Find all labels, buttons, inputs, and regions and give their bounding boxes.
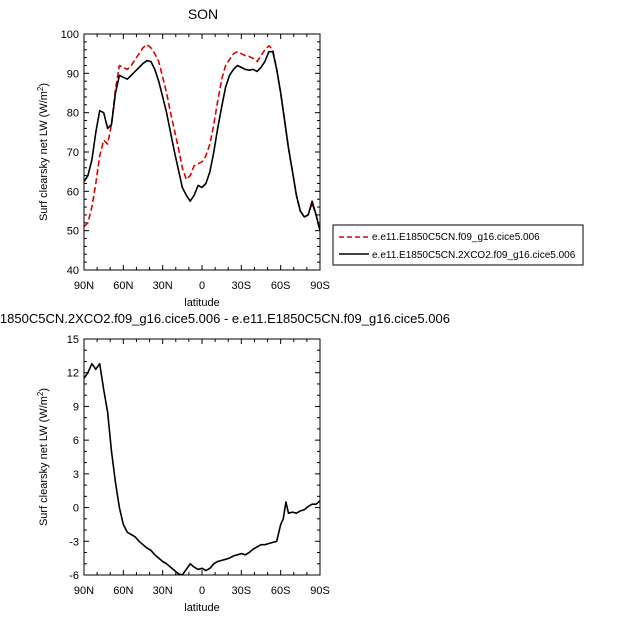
legend-box (332, 224, 584, 266)
y-tick-label: 50 (67, 226, 79, 238)
bottom-chart-title: e.e11.E1850C5CN.2XCO2.f09_g16.cice5.006 … (0, 311, 450, 326)
y-tick-label: 3 (73, 469, 79, 481)
bottom-y-axis-label: Surf clearsky net LW (W/m2) (36, 388, 50, 526)
x-tick-label: 30N (153, 280, 173, 292)
x-tick-label: 30S (232, 280, 252, 292)
y-tick-label: 40 (67, 265, 79, 277)
y-tick-label: 90 (67, 68, 79, 80)
top-legend: e.e11.E1850C5CN.f09_g16.cice5.006 e.e11.… (332, 224, 584, 266)
x-tick-label: 90N (74, 585, 94, 597)
series-line-2xco2 (84, 50, 320, 231)
y-tick-label: 15 (67, 334, 79, 346)
bottom-panel: e.e11.E1850C5CN.2XCO2.f09_g16.cice5.006 … (0, 311, 450, 614)
x-tick-label: 30S (232, 585, 252, 597)
x-tick-label: 60S (271, 585, 291, 597)
y-tick-label: 9 (73, 401, 79, 413)
y-tick-label: 60 (67, 186, 79, 198)
x-tick-label: 30N (153, 585, 173, 597)
top-panel: SON 90N 60N 30N 0 30S 60S 90S 40 50 60 70 80 90 100 l… (36, 6, 584, 309)
series-line-difference (84, 362, 320, 575)
y-tick-label: 6 (73, 435, 79, 447)
bottom-x-axis-label: latitude (184, 602, 219, 614)
y-tick-label: 12 (67, 368, 79, 380)
y-tick-label: 0 (73, 503, 79, 515)
legend-entry-control: e.e11.E1850C5CN.f09_g16.cice5.006 (372, 232, 540, 243)
x-tick-label: 90N (74, 280, 94, 292)
x-tick-label: 60N (113, 585, 133, 597)
y-tick-label: -3 (69, 536, 79, 548)
x-tick-label: 90S (310, 280, 330, 292)
top-plot-frame (83, 33, 321, 271)
top-x-axis-label: latitude (184, 297, 219, 309)
top-y-axis-label: Surf clearsky net LW (W/m2) (36, 83, 50, 221)
top-chart-title: SON (188, 6, 218, 22)
x-tick-label: 0 (199, 585, 205, 597)
x-tick-label: 60S (271, 280, 291, 292)
series-line-control (84, 43, 320, 231)
x-tick-label: 90S (310, 585, 330, 597)
legend-entry-2xco2: e.e11.E1850C5CN.2XCO2.f09_g16.cice5.006 (372, 250, 576, 261)
y-tick-label: 100 (61, 29, 79, 41)
y-tick-label: 70 (67, 147, 79, 159)
x-tick-label: 0 (199, 280, 205, 292)
x-tick-label: 60N (113, 280, 133, 292)
y-tick-label: -6 (69, 570, 79, 582)
bottom-plot-frame (83, 338, 321, 576)
y-tick-label: 80 (67, 108, 79, 120)
